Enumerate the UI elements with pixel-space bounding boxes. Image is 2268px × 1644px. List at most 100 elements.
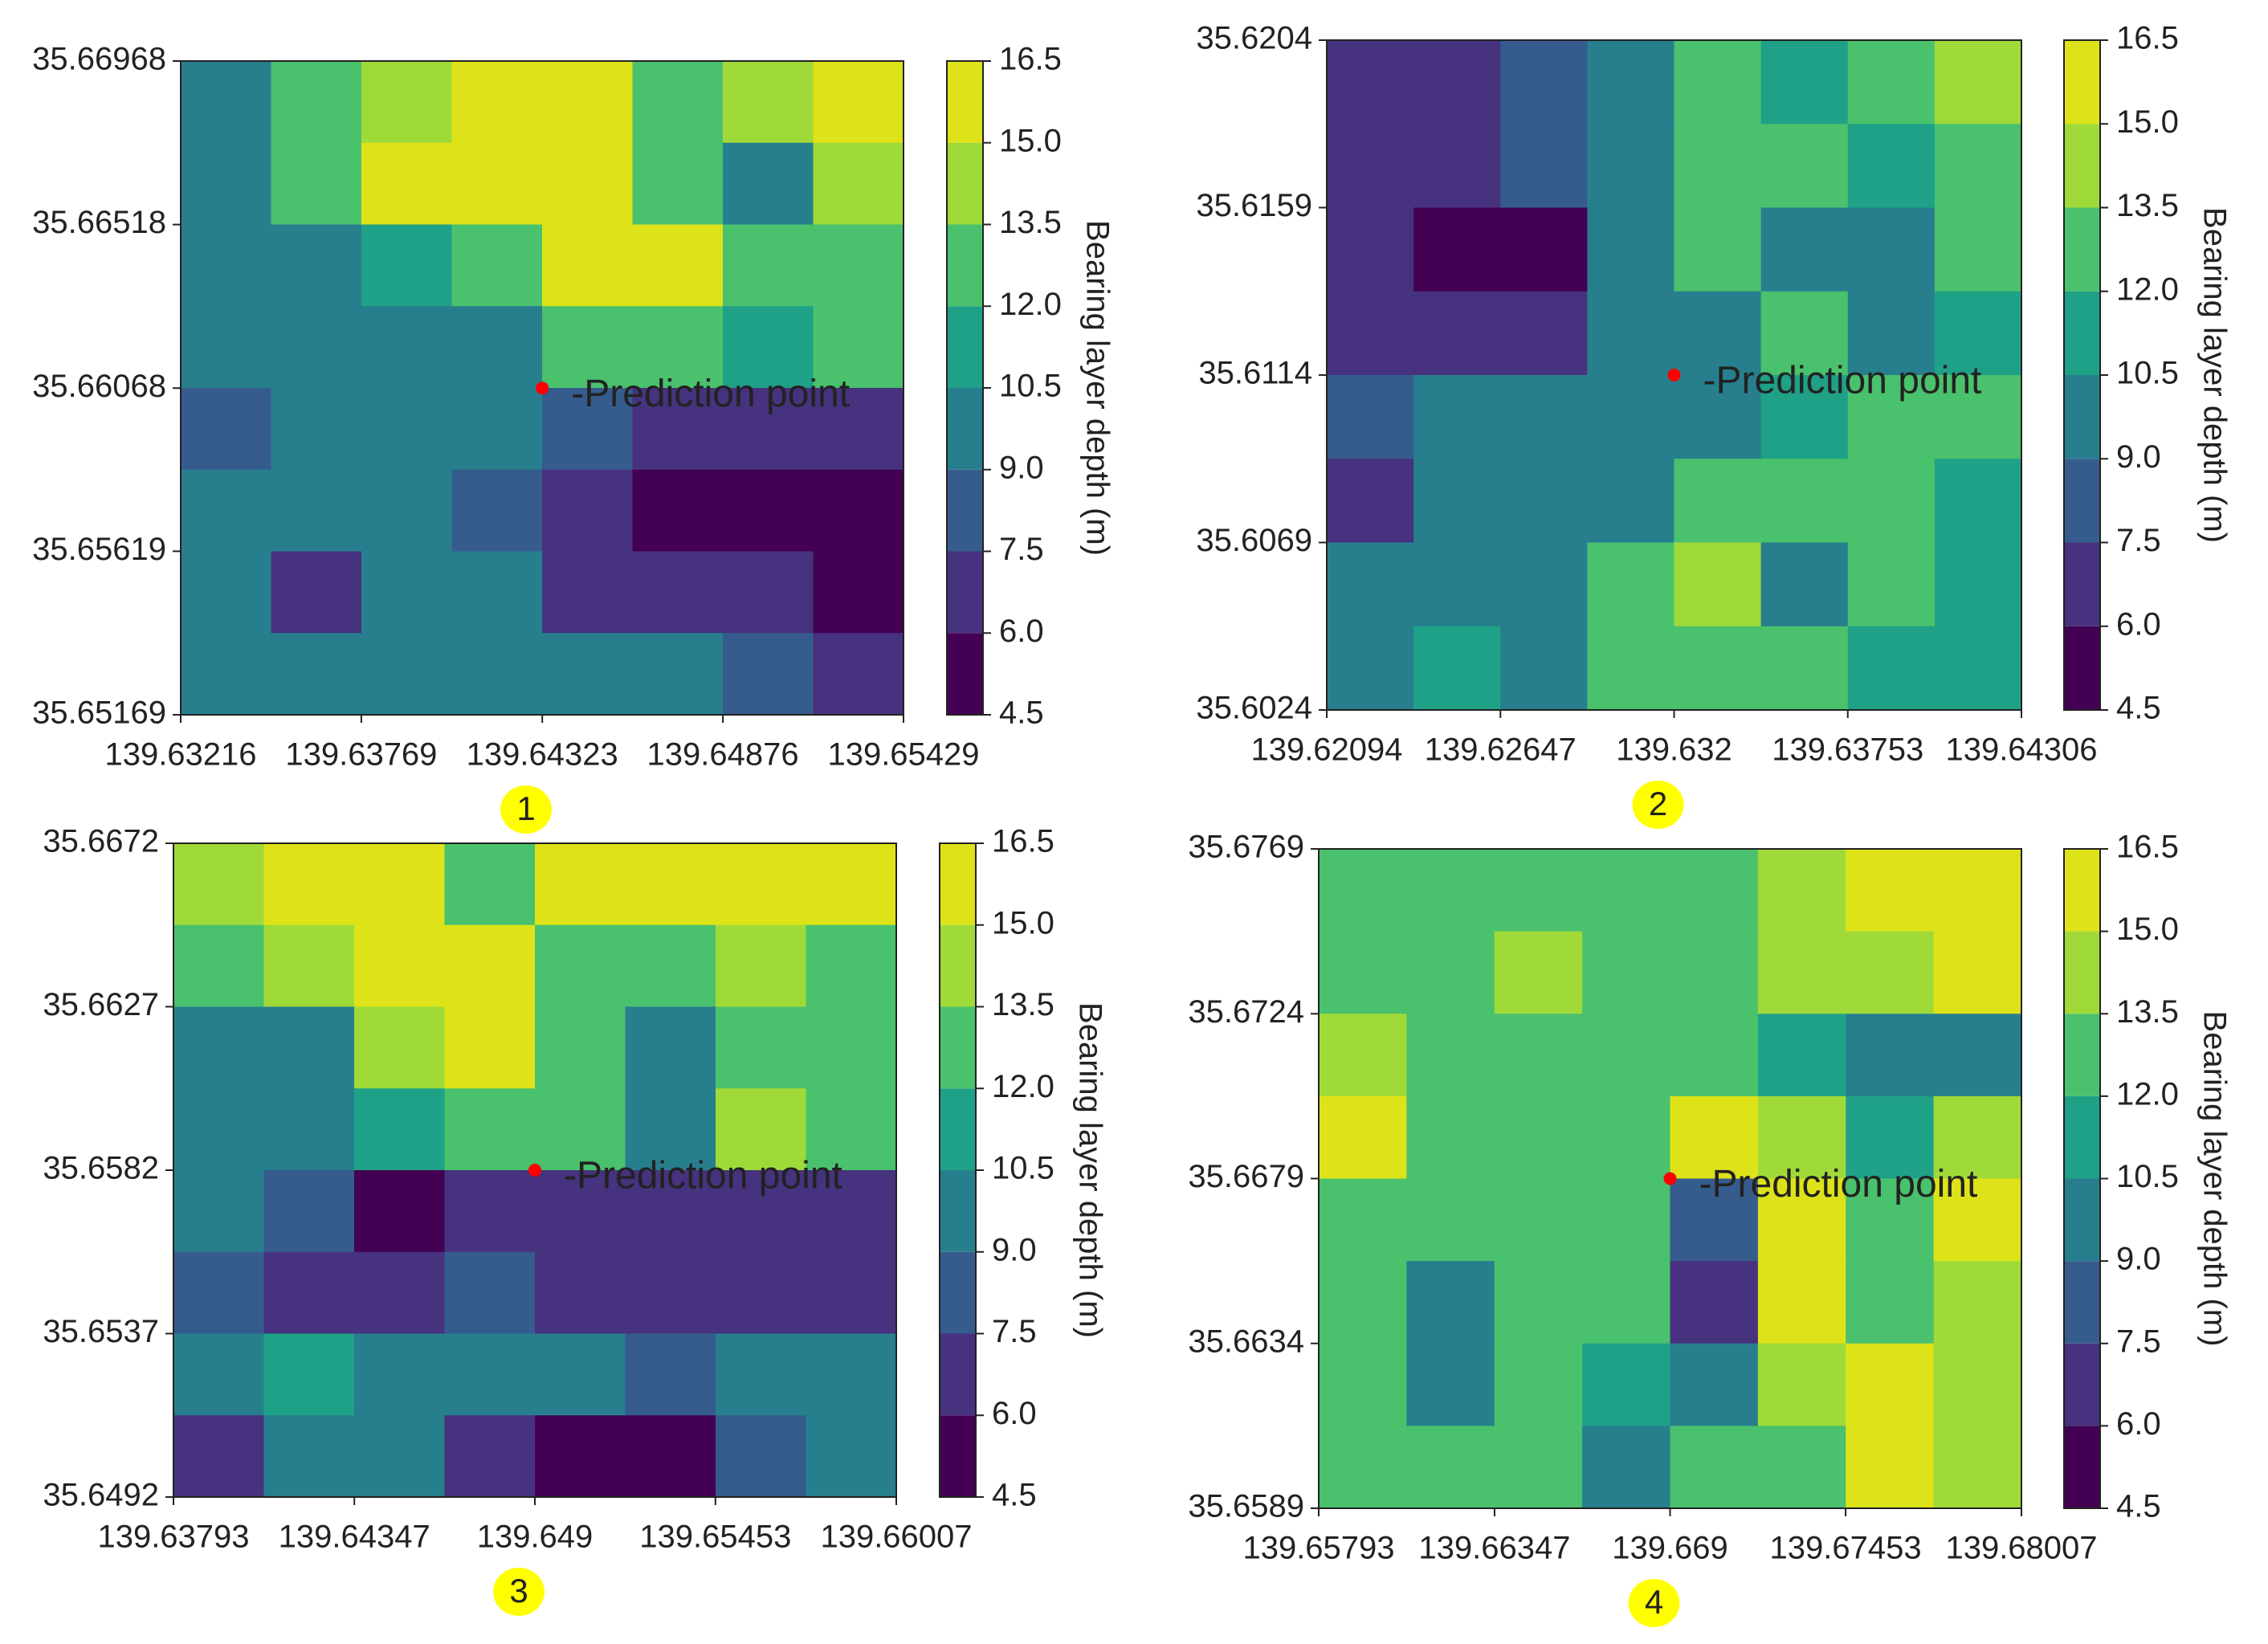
contour-cell [1582,1178,1671,1262]
caption: 4 [1645,1583,1663,1621]
contour-cell [1413,207,1501,292]
contour-cell [1674,124,1762,209]
annotation: -Prediction point [571,373,850,415]
contour-cell [361,142,453,226]
contour-cell [542,61,634,144]
y-tick-label: 35.65619 [32,532,166,567]
colorbar-band [2064,542,2100,626]
contour-cell [271,633,362,716]
contour-cell [1319,1178,1407,1262]
contour-cell [1327,40,1414,124]
contour-cell [1847,459,1936,544]
caption-badge [493,1568,545,1616]
colorbar-tick-label: 12.0 [2116,271,2179,307]
contour-cell [444,1006,536,1089]
contour-cell [1319,931,1407,1014]
contour-cell [813,224,904,307]
contour-cell [1847,40,1936,124]
annotation: -Prediction point [1703,360,1982,402]
contour-cell [444,924,536,1008]
contour-cell [1413,626,1501,711]
colorbar-band [947,469,983,552]
contour-cell [1587,291,1675,376]
colorbar-band [947,61,983,143]
contour-cell [1760,40,1849,124]
contour-cell [716,924,807,1008]
contour-cell [806,1088,897,1171]
contour-cell [173,1170,265,1253]
colorbar-band [947,633,983,715]
contour-cell [813,388,904,471]
colorbar-band [940,924,976,1007]
contour-cell [1327,542,1414,627]
contour-cell [716,1006,807,1089]
contour-cell [542,469,634,553]
contour-cell [1582,849,1671,932]
x-tick-label: 139.64347 [279,1520,430,1555]
y-tick-label: 35.6069 [1196,523,1312,558]
contour-cell [181,469,272,553]
x-tick-label: 139.669 [1612,1531,1728,1566]
contour-cell [632,469,724,553]
colorbar-tick-label: 16.5 [992,824,1054,859]
colorbar-tick-label: 7.5 [999,532,1044,567]
contour-cell [1406,1343,1495,1426]
contour-cell [723,224,814,307]
contour-cell [1934,207,2022,292]
colorbar-band [2064,1095,2100,1179]
contour-cell [1413,124,1501,209]
colorbar-tick-label: 15.0 [2116,104,2179,140]
y-tick-label: 35.6672 [43,824,159,859]
colorbar-band [940,1251,976,1334]
colorbar-band [947,306,983,388]
caption: 2 [1649,785,1667,822]
contour-cell [354,1006,446,1089]
contour-cell [806,1415,897,1498]
x-tick-label: 139.63216 [104,737,256,773]
contour-cell [535,1415,626,1498]
contour-cell [181,306,272,389]
contour-cell [173,924,265,1008]
colorbar-tick-label: 6.0 [992,1396,1037,1431]
colorbar-band [2064,1426,2100,1508]
contour-cell [1319,1014,1407,1097]
contour-cell [1494,1178,1583,1262]
contour-cell [1319,1426,1407,1509]
contour-cell [263,1251,355,1335]
contour-cell [1933,1343,2022,1426]
colorbar-band [2064,375,2100,459]
contour-cell [1933,1014,2022,1097]
y-tick-label: 35.6204 [1196,21,1312,56]
colorbar-tick-label: 16.5 [999,42,1062,77]
x-tick-label: 139.65453 [639,1520,791,1555]
contour-cell [1760,124,1849,209]
colorbar-band [947,142,983,225]
colorbar-band [2064,1343,2100,1426]
contour-cell [542,551,634,634]
contour-cell [271,61,362,144]
x-tick-label: 139.64306 [1945,732,2097,768]
colorbar-band [940,1088,976,1170]
colorbar-tick-label: 13.5 [2116,188,2179,223]
contour-cell [271,224,362,307]
contour-cell [1847,291,1936,376]
contour-cell [806,1333,897,1416]
contour-cell [1406,1426,1495,1509]
contour-cell [1757,1178,1846,1262]
prediction-point [1663,1172,1677,1185]
y-tick-label: 35.66068 [32,369,166,404]
contour-cell [181,388,272,471]
colorbar-tick-label: 10.5 [999,369,1062,404]
x-tick-label: 139.63769 [285,737,437,773]
contour-cell [271,306,362,389]
contour-cell [271,142,362,226]
contour-cell [1846,1095,1935,1180]
contour-cell [354,1170,446,1253]
contour-cell [1757,931,1846,1014]
contour-cell [625,1006,716,1089]
colorbar-band [940,843,976,925]
contour-cell [723,633,814,716]
contour-cell [716,1415,807,1498]
colorbar-tick-label: 13.5 [999,205,1062,240]
contour-cell [1757,1343,1846,1426]
